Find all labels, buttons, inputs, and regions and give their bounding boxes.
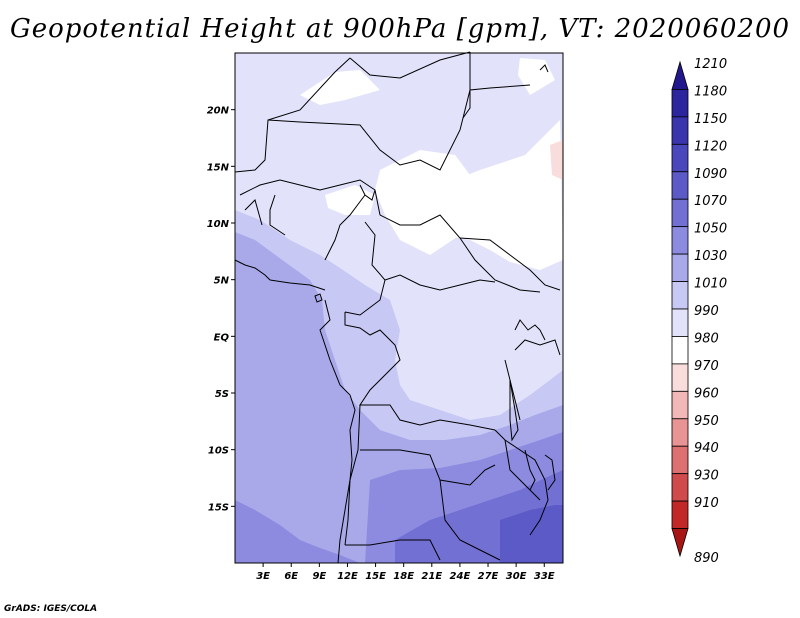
x-tick-label: 27E: [478, 571, 499, 582]
map-frame: [234, 52, 564, 564]
x-tick-label: 24E: [450, 571, 471, 582]
colorbar-swatch: [671, 281, 689, 310]
colorbar-level-label: 890: [694, 551, 719, 566]
colorbar-swatch: [671, 89, 689, 118]
y-tick-label: 10S: [208, 446, 229, 457]
fill-white-north: [300, 70, 380, 105]
border-botswana: [439, 479, 501, 561]
x-tick-label: 21E: [421, 571, 442, 582]
y-tick-label: 15S: [208, 502, 229, 513]
island-bioko: [314, 293, 323, 303]
fill-white-west: [325, 185, 375, 215]
y-tick-label: 5N: [214, 276, 230, 287]
fill-1070-southwest: [235, 500, 360, 563]
colorbar-swatch: [671, 500, 689, 529]
coast-west: [319, 299, 356, 564]
colorbar-level-label: 980: [694, 331, 719, 346]
colorbar-level-label: 1030: [694, 249, 727, 264]
colorbar-swatch: [671, 528, 689, 558]
y-tick-label: 10N: [207, 219, 230, 230]
nile-delta: [539, 64, 549, 73]
colorbar-swatch: [671, 363, 689, 392]
colorbar-level-label: 970: [694, 359, 719, 374]
border-zimbabwe: [504, 439, 541, 501]
x-axis: 3E 6E 9E 12E 15E 18E 21E 24E 27E 30E 33E: [256, 563, 555, 582]
colorbar-boxes: [671, 60, 689, 558]
grads-credit: GrADS: IGES/COLA: [4, 604, 98, 614]
colorbar-level-label: 1180: [694, 84, 727, 99]
country-borders: [234, 51, 561, 564]
border-nigeria: [324, 194, 366, 261]
colorbar-swatch: [671, 308, 689, 337]
colorbar-swatch: [671, 171, 689, 200]
colorbar-labels: 1210 1180 1150 1120 1090 1070 1050 1030 1010 990 9…: [694, 57, 727, 566]
x-tick-label: 12E: [337, 571, 358, 582]
colorbar-swatch: [671, 390, 689, 420]
x-tick-label: 6E: [284, 571, 298, 582]
x-tick-label: 9E: [312, 571, 326, 582]
border-namibia: [345, 539, 441, 561]
colorbar-swatch: [671, 473, 689, 502]
colorbar-level-label: 940: [694, 441, 719, 456]
colorbar-level-label: 1120: [694, 139, 727, 154]
colorbar-level-label: 950: [694, 414, 719, 429]
colorbar-level-label: 1010: [694, 277, 727, 292]
colorbar-level-label: 930: [694, 469, 719, 484]
colorbar-swatch: [671, 418, 689, 447]
border-uganda-kenya: [514, 339, 561, 356]
fill-990-patch: [550, 140, 563, 180]
lake-victoria: [514, 319, 546, 341]
border-sahel: [267, 84, 531, 171]
x-tick-label: 3E: [256, 571, 270, 582]
border-west-africa: [239, 179, 381, 216]
colorbar-level-label: 1050: [694, 222, 727, 237]
colorbar-swatch: [671, 445, 689, 475]
x-tick-label: 15E: [365, 571, 386, 582]
colorbar-level-label: 1090: [694, 167, 727, 182]
border-rwanda: [504, 359, 521, 421]
colorbar-swatch: [671, 143, 689, 173]
y-axis: 20N 15N 10N 5N EQ 5S 10S 15S: [207, 106, 235, 513]
x-tick-label: 30E: [506, 571, 527, 582]
border-ivory: [269, 194, 286, 236]
coast-guinea-gulf: [269, 279, 326, 291]
colorbar-level-label: 1150: [694, 112, 727, 127]
colorbar-swatch: [671, 226, 689, 255]
border-car-south: [384, 274, 496, 291]
colorbar-swatch: [671, 336, 689, 365]
border-guinea: [244, 199, 263, 226]
y-tick-label: EQ: [214, 332, 230, 343]
border-malawi-moz: [494, 429, 549, 536]
colorbar-level-label: 990: [694, 304, 719, 319]
colorbar-level-label: 960: [694, 386, 719, 401]
border-sudan: [459, 237, 561, 291]
y-tick-label: 15N: [207, 162, 230, 173]
lake-tanganyika: [509, 379, 519, 442]
x-tick-label: 18E: [393, 571, 414, 582]
coast-east: [544, 454, 556, 491]
colorbar-level-label: 1210: [694, 57, 727, 72]
colorbar-swatch: [671, 253, 689, 282]
border-congo-drc: [344, 312, 496, 431]
lake-malawi: [524, 449, 536, 491]
y-tick-label: 5S: [215, 389, 229, 400]
map-title: Geopotential Height at 900hPa [gpm], VT:…: [9, 14, 791, 44]
border-north: [349, 51, 471, 79]
fill-1120-band: [500, 505, 563, 563]
y-tick-label: 20N: [207, 106, 230, 117]
fill-white-east: [430, 120, 563, 270]
border-libya-egypt: [462, 52, 471, 119]
colorbar-swatch: [671, 198, 689, 228]
colorbar-swatch: [671, 60, 689, 90]
colorbar-swatch: [671, 116, 689, 145]
lake-chad: [359, 184, 376, 201]
colorbar-level-label: 910: [694, 496, 719, 511]
x-tick-label: 33E: [534, 571, 555, 582]
coast-west-africa: [234, 259, 271, 281]
colorbar-level-label: 1070: [694, 194, 727, 209]
